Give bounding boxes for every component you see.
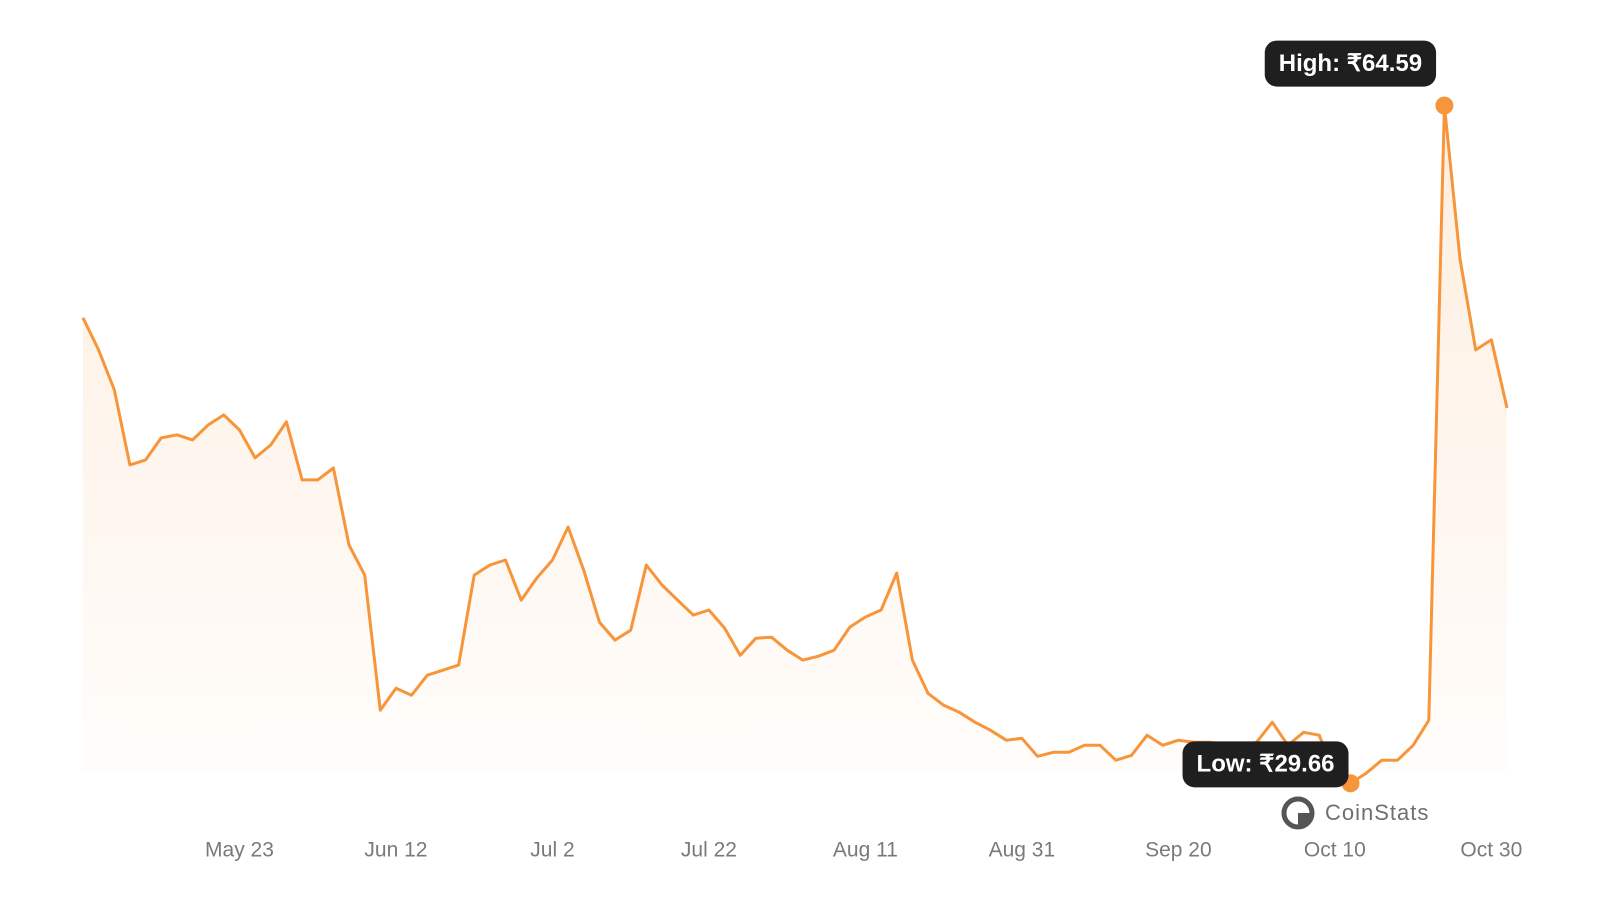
area	[83, 105, 1507, 784]
low-tag: Low: ₹29.66	[1182, 741, 1349, 788]
watermark-logo	[1281, 796, 1315, 830]
x-tick-label: Aug 11	[833, 839, 898, 862]
x-tick-label: Jul 2	[530, 839, 574, 862]
high-point	[1435, 96, 1454, 115]
x-tick-label: Aug 31	[989, 839, 1056, 862]
x-tick-label: Oct 30	[1460, 839, 1522, 862]
low-label: Low: ₹29.66	[1197, 751, 1335, 778]
x-tick-label: Oct 10	[1304, 839, 1366, 862]
watermark: CoinStats	[1325, 800, 1429, 825]
line	[81, 104, 1509, 785]
low-tag-box	[1182, 741, 1349, 788]
high-tag-box	[1264, 40, 1437, 87]
x-tick-label: Jul 22	[681, 839, 737, 862]
x-tick-label: Jun 12	[364, 839, 427, 862]
high-label: High: ₹64.59	[1279, 50, 1422, 77]
x-tick-label: May 23	[205, 839, 274, 862]
high-tag: High: ₹64.59	[1264, 40, 1437, 87]
x-tick-label: Sep 20	[1145, 839, 1212, 862]
